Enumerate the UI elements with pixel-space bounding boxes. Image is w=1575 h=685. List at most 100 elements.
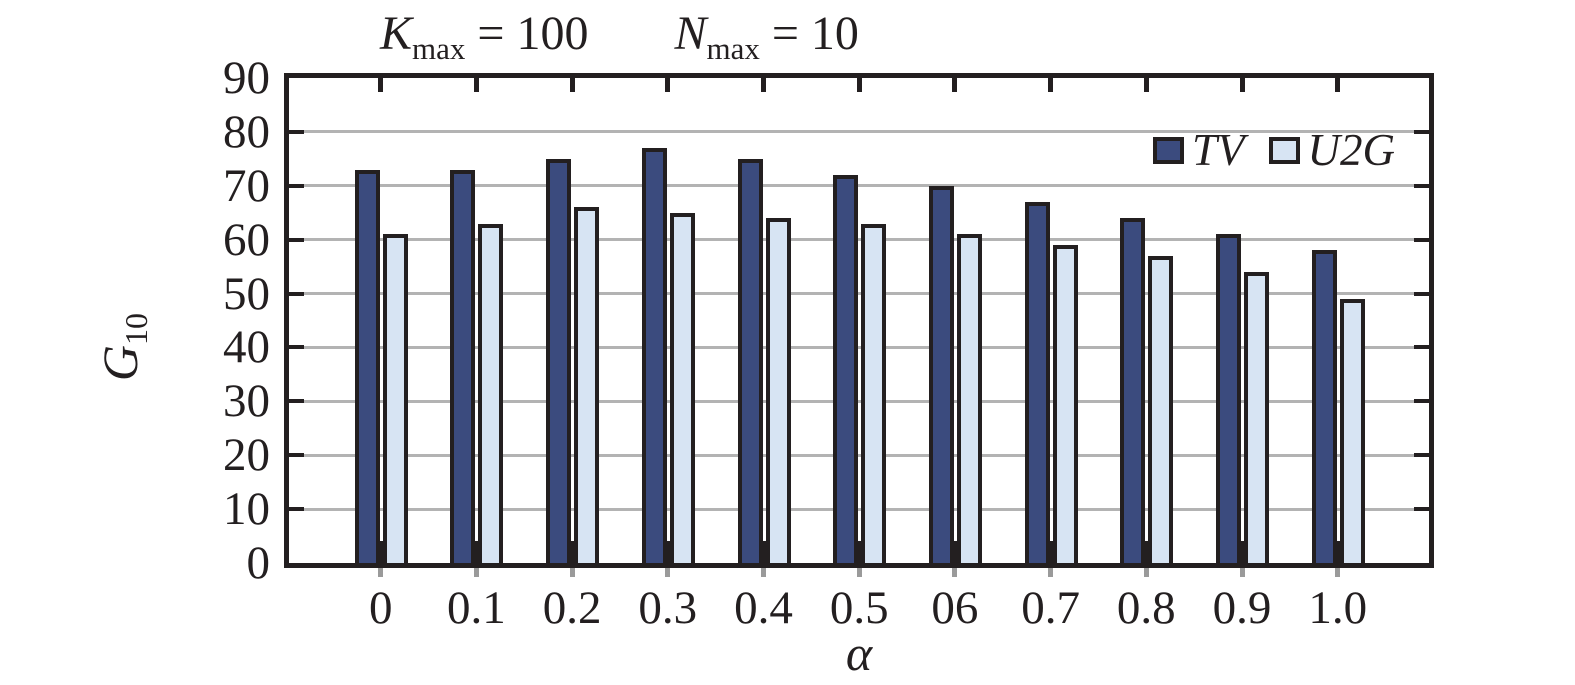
- bar-base-stub-3: [663, 541, 673, 563]
- y-tick-right-40: [1414, 345, 1429, 350]
- y-tick-left-60: [289, 237, 304, 242]
- x-tick-label-0.4: 0.4: [734, 582, 793, 634]
- bar-tv-5: [833, 175, 859, 563]
- y-tick-label-90: 90: [223, 52, 270, 104]
- legend-label-u2g: U2G: [1307, 125, 1396, 175]
- bar-base-stub-1: [471, 541, 481, 563]
- legend: TV U2G: [1152, 125, 1396, 175]
- x-tick-bottom-5: [856, 568, 862, 577]
- y-tick-right-20: [1414, 453, 1429, 458]
- x-tick-top-10: [1335, 78, 1341, 92]
- bar-tv-8: [1120, 218, 1146, 563]
- x-tick-bottom-2: [569, 568, 575, 577]
- x-tick-label-0: 0: [368, 582, 393, 634]
- x-tick-bottom-9: [1239, 568, 1245, 577]
- x-tick-label-0.3: 0.3: [638, 582, 698, 634]
- bar-u2g-4: [765, 218, 791, 563]
- chart-title: Kmax = 100 Nmax = 10: [380, 6, 859, 77]
- y-tick-label-30: 30: [223, 375, 270, 428]
- bar-tv-1: [450, 169, 476, 563]
- y-tick-label-40: 40: [223, 321, 270, 374]
- y-tick-right-30: [1414, 399, 1429, 404]
- x-tick-label-1.0: 1.0: [1308, 582, 1368, 634]
- bar-u2g-2: [574, 207, 600, 563]
- bar-base-stub-0: [376, 541, 386, 563]
- y-tick-left-40: [289, 345, 304, 350]
- bar-tv-10: [1311, 250, 1337, 563]
- gridline-10: [289, 507, 1429, 511]
- x-tick-label-06: 06: [931, 582, 979, 634]
- y-tick-left-30: [289, 399, 304, 404]
- x-tick-bottom-4: [761, 568, 766, 577]
- bar-u2g-7: [1052, 245, 1078, 563]
- bar-base-stub-5: [854, 541, 864, 563]
- bar-base-stub-6: [950, 541, 960, 563]
- y-tick-right-50: [1414, 291, 1429, 296]
- x-tick-top-9: [1239, 78, 1245, 92]
- x-tick-label-0.8: 0.8: [1116, 582, 1176, 634]
- y-tick-left-50: [289, 291, 304, 296]
- plot-area: TV U2G: [284, 73, 1434, 577]
- bar-u2g-6: [956, 234, 982, 563]
- bar-tv-2: [546, 158, 572, 563]
- gridline-20: [289, 453, 1429, 457]
- legend-item-tv: TV: [1152, 125, 1245, 175]
- bar-base-stub-8: [1141, 541, 1151, 563]
- legend-swatch-u2g: [1268, 136, 1300, 164]
- y-tick-label-20: 20: [223, 429, 270, 482]
- x-tick-bottom-7: [1048, 568, 1054, 577]
- x-tick-bottom-0: [378, 568, 384, 577]
- bar-u2g-3: [669, 212, 695, 563]
- y-tick-left-20: [289, 453, 304, 458]
- bar-tv-3: [641, 148, 667, 563]
- bar-base-stub-4: [759, 541, 768, 563]
- y-tick-right-70: [1414, 183, 1429, 188]
- y-tick-left-70: [289, 183, 304, 188]
- legend-swatch-tv: [1152, 136, 1184, 164]
- x-tick-label-0.5: 0.5: [829, 582, 889, 634]
- gridline-70: [289, 184, 1429, 188]
- x-tick-label-0.7: 0.7: [1021, 582, 1080, 634]
- x-tick-top-6: [952, 78, 958, 92]
- x-tick-bottom-3: [665, 568, 671, 577]
- gridline-80: [289, 130, 1429, 134]
- bar-tv-6: [928, 185, 954, 563]
- bar-u2g-9: [1244, 272, 1269, 563]
- y-tick-label-0: 0: [246, 537, 271, 589]
- bar-u2g-5: [861, 223, 887, 563]
- x-tick-label-0.2: 0.2: [542, 582, 602, 634]
- y-tick-right-60: [1414, 237, 1429, 242]
- bar-base-stub-7: [1046, 541, 1056, 563]
- x-tick-bottom-1: [473, 568, 479, 577]
- x-tick-label-0.9: 0.9: [1212, 582, 1272, 634]
- y-tick-label-10: 10: [223, 483, 270, 536]
- bar-tv-7: [1024, 201, 1050, 563]
- x-tick-top-7: [1048, 78, 1054, 92]
- y-tick-left-10: [289, 507, 304, 512]
- bar-base-stub-9: [1237, 541, 1247, 563]
- legend-item-u2g: U2G: [1268, 125, 1396, 175]
- x-tick-top-2: [569, 78, 575, 92]
- bar-base-stub-2: [567, 541, 577, 563]
- title-kmax: Kmax = 100: [380, 7, 589, 66]
- bar-u2g-10: [1339, 298, 1365, 563]
- gridline-60: [289, 238, 1429, 242]
- bar-tv-0: [354, 169, 380, 563]
- x-tick-top-4: [761, 78, 766, 92]
- y-tick-left-80: [289, 129, 304, 134]
- gridline-30: [289, 399, 1429, 403]
- legend-label-tv: TV: [1191, 125, 1245, 175]
- y-tick-right-80: [1414, 129, 1429, 134]
- title-nmax: Nmax = 10: [674, 7, 859, 66]
- bar-tv-9: [1216, 234, 1241, 563]
- x-tick-label-0.1: 0.1: [447, 582, 506, 634]
- x-tick-bottom-8: [1143, 568, 1149, 577]
- bar-u2g-0: [382, 234, 408, 563]
- y-tick-label-80: 80: [223, 105, 270, 158]
- y-tick-label-50: 50: [223, 267, 270, 320]
- bar-tv-4: [737, 158, 763, 563]
- gridline-40: [289, 345, 1429, 349]
- x-tick-bottom-6: [952, 568, 958, 577]
- bar-u2g-8: [1148, 255, 1174, 563]
